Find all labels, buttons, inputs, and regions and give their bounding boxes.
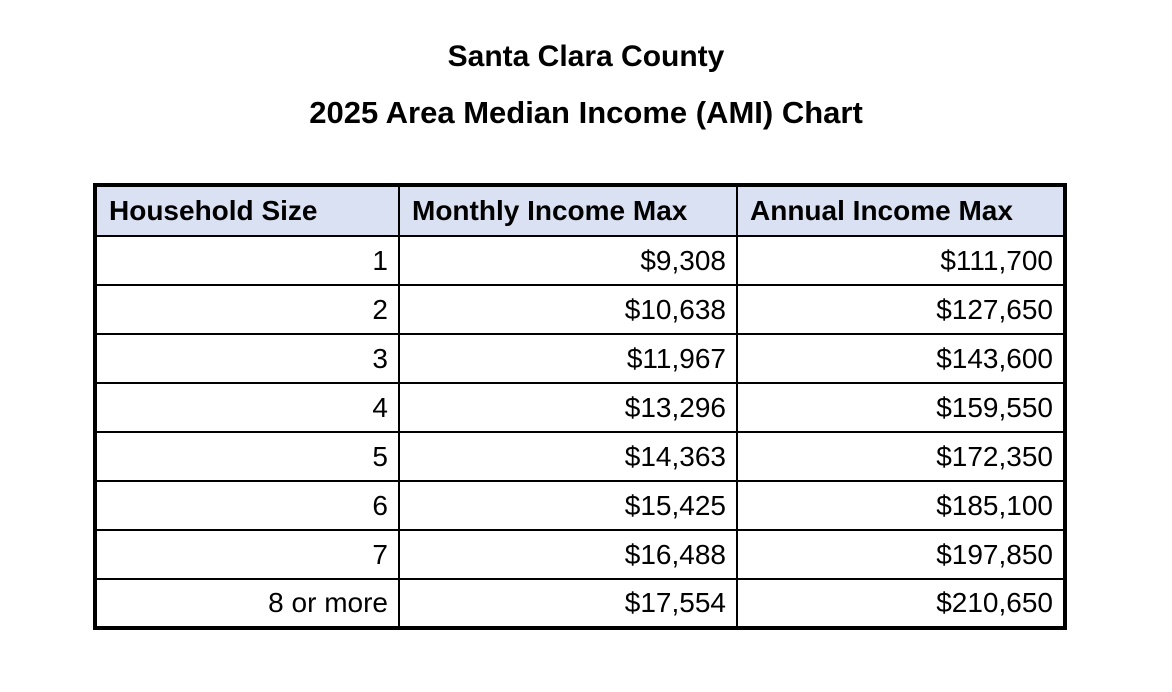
table-row: 5 $14,363 $172,350 [94,431,1066,482]
cell-monthly-income: $9,308 [398,235,738,286]
cell-monthly-income: $17,554 [398,578,738,629]
header-household-size: Household Size [94,184,400,237]
cell-annual-income: $172,350 [736,431,1066,482]
table-header-row: Household Size Monthly Income Max Annual… [94,184,1066,237]
table-row: 6 $15,425 $185,100 [94,480,1066,531]
cell-household-size: 5 [94,431,400,482]
cell-household-size: 1 [94,235,400,286]
cell-household-size: 3 [94,333,400,384]
table-row: 3 $11,967 $143,600 [94,333,1066,384]
table-row: 8 or more $17,554 $210,650 [94,578,1066,629]
cell-monthly-income: $13,296 [398,382,738,433]
table-row: 7 $16,488 $197,850 [94,529,1066,580]
cell-household-size: 7 [94,529,400,580]
cell-household-size: 8 or more [94,578,400,629]
cell-household-size: 6 [94,480,400,531]
header-annual-income-max: Annual Income Max [736,184,1066,237]
cell-annual-income: $159,550 [736,382,1066,433]
header-monthly-income-max: Monthly Income Max [398,184,738,237]
cell-annual-income: $111,700 [736,235,1066,286]
cell-annual-income: $143,600 [736,333,1066,384]
ami-table: Household Size Monthly Income Max Annual… [93,183,1067,630]
cell-monthly-income: $10,638 [398,284,738,335]
cell-annual-income: $210,650 [736,578,1066,629]
cell-household-size: 2 [94,284,400,335]
table-row: 4 $13,296 $159,550 [94,382,1066,433]
table-row: 1 $9,308 $111,700 [94,235,1066,286]
page-title: Santa Clara County 2025 Area Median Inco… [0,0,1172,130]
cell-monthly-income: $14,363 [398,431,738,482]
ami-table-container: Household Size Monthly Income Max Annual… [93,183,1067,630]
cell-monthly-income: $15,425 [398,480,738,531]
cell-monthly-income: $16,488 [398,529,738,580]
cell-annual-income: $185,100 [736,480,1066,531]
cell-household-size: 4 [94,382,400,433]
cell-annual-income: $197,850 [736,529,1066,580]
title-line-2: 2025 Area Median Income (AMI) Chart [309,95,863,130]
title-line-1: Santa Clara County [447,40,725,73]
cell-monthly-income: $11,967 [398,333,738,384]
table-row: 2 $10,638 $127,650 [94,284,1066,335]
cell-annual-income: $127,650 [736,284,1066,335]
